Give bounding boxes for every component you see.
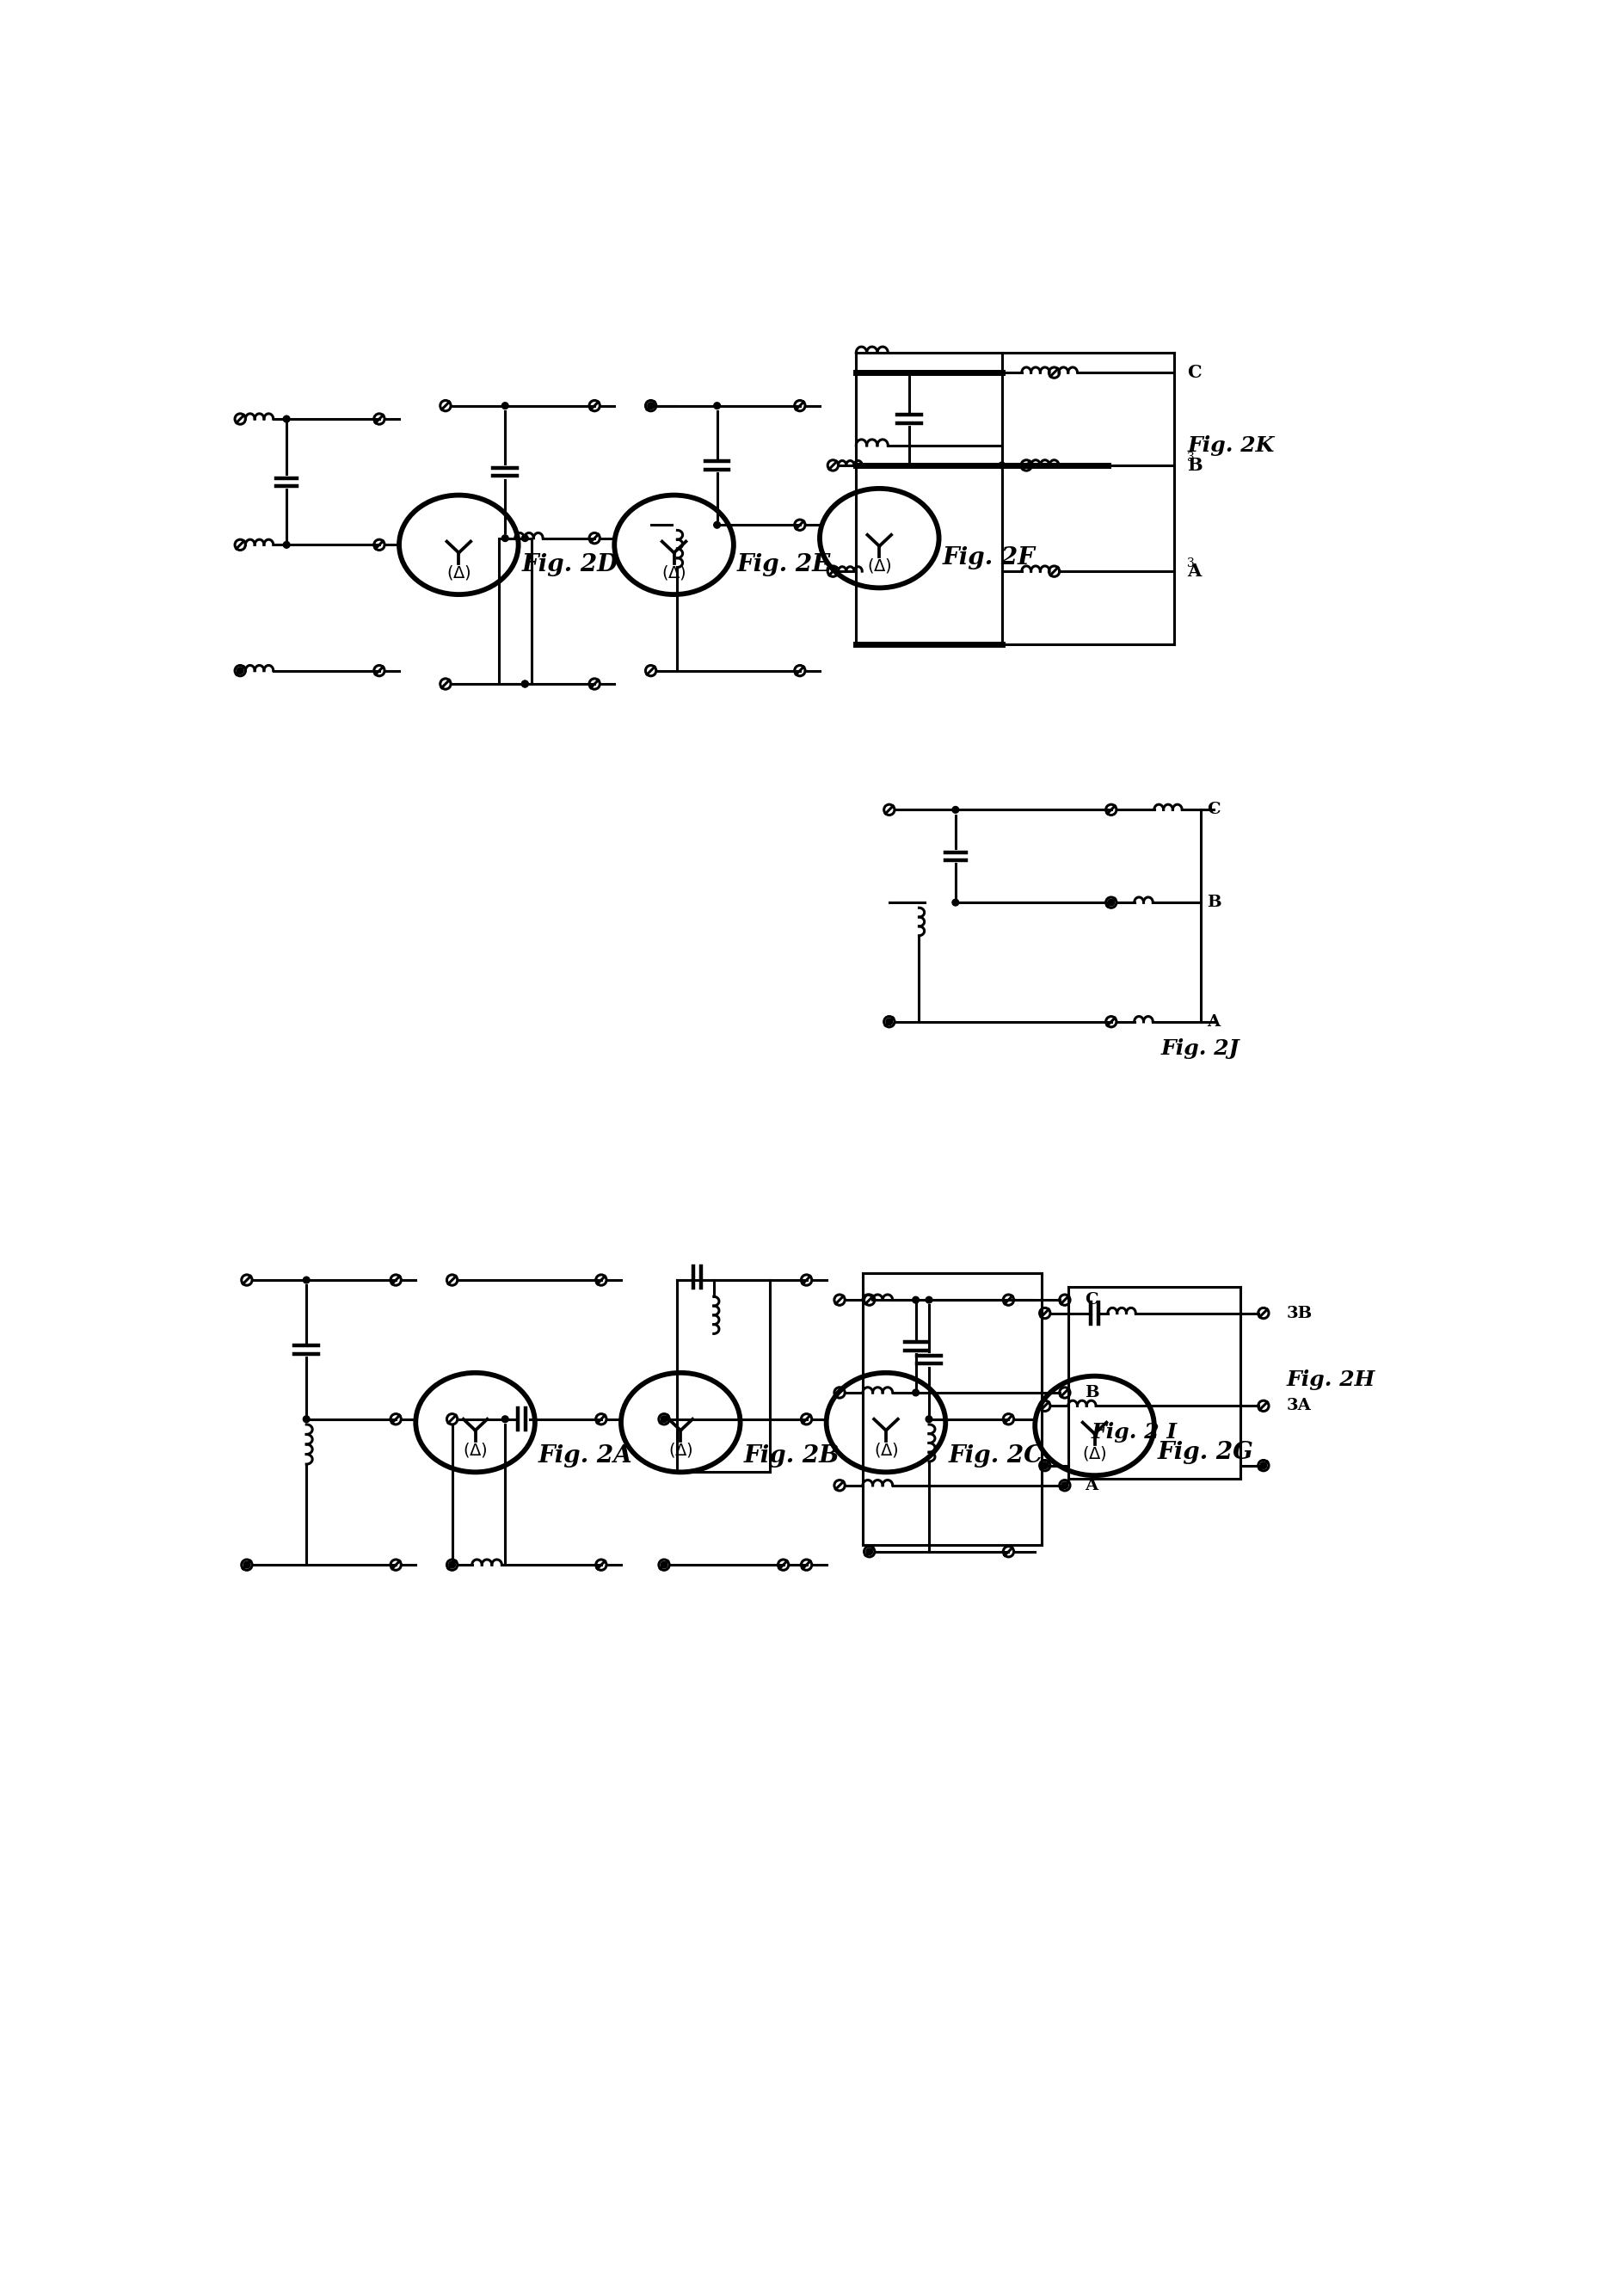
- Text: Fig. 2 I: Fig. 2 I: [1091, 1423, 1177, 1444]
- Circle shape: [887, 1018, 893, 1025]
- Circle shape: [283, 542, 289, 549]
- Circle shape: [244, 1562, 250, 1569]
- Circle shape: [521, 681, 528, 688]
- Text: Fig. 2E: Fig. 2E: [737, 553, 831, 576]
- Text: 3: 3: [1187, 451, 1195, 465]
- Text: $(\Delta)$: $(\Delta)$: [867, 558, 892, 576]
- Text: A: A: [1085, 1478, 1098, 1494]
- Text: $(\Delta)$: $(\Delta)$: [661, 565, 687, 581]
- Text: Fig. 2J: Fig. 2J: [1161, 1038, 1239, 1059]
- Text: B: B: [1207, 895, 1221, 911]
- Circle shape: [999, 462, 1005, 469]
- Text: Fig. 2F: Fig. 2F: [942, 546, 1034, 569]
- Circle shape: [237, 667, 244, 674]
- Text: A: A: [1187, 562, 1202, 581]
- Circle shape: [283, 417, 289, 421]
- Circle shape: [304, 1277, 310, 1284]
- Circle shape: [304, 1416, 310, 1423]
- Text: $(\Delta)$: $(\Delta)$: [463, 1441, 487, 1460]
- Circle shape: [1041, 1462, 1047, 1469]
- Text: C: C: [1207, 802, 1221, 817]
- Text: Fig. 2K: Fig. 2K: [1187, 435, 1275, 455]
- Text: 3B: 3B: [1286, 1305, 1312, 1321]
- Circle shape: [952, 806, 958, 813]
- Circle shape: [1260, 1462, 1267, 1469]
- Circle shape: [648, 403, 654, 410]
- Circle shape: [913, 1389, 919, 1396]
- Circle shape: [502, 535, 508, 542]
- Text: $(\Delta)$: $(\Delta)$: [667, 1441, 693, 1460]
- Circle shape: [926, 1296, 932, 1302]
- Circle shape: [448, 1562, 455, 1569]
- Text: C: C: [1085, 1291, 1098, 1307]
- Text: 3: 3: [1187, 558, 1195, 569]
- Text: $(\Delta)$: $(\Delta)$: [1082, 1444, 1108, 1462]
- Circle shape: [521, 535, 528, 542]
- Text: Fig. 2G: Fig. 2G: [1158, 1441, 1254, 1464]
- Circle shape: [521, 681, 528, 688]
- Circle shape: [913, 1296, 919, 1302]
- Circle shape: [713, 403, 721, 410]
- Text: Fig. 2B: Fig. 2B: [744, 1444, 840, 1466]
- Circle shape: [661, 1562, 667, 1569]
- Text: A: A: [1207, 1013, 1220, 1029]
- Circle shape: [1108, 899, 1114, 906]
- Text: B: B: [1187, 458, 1202, 474]
- Circle shape: [502, 1416, 508, 1423]
- Circle shape: [1062, 1482, 1069, 1489]
- Text: C: C: [1187, 364, 1202, 380]
- Circle shape: [952, 899, 958, 906]
- Text: Fig. 2C: Fig. 2C: [948, 1444, 1044, 1466]
- Text: $(\Delta)$: $(\Delta)$: [874, 1441, 898, 1460]
- Circle shape: [661, 1416, 667, 1423]
- Circle shape: [502, 403, 508, 410]
- Circle shape: [713, 521, 721, 528]
- Text: 3A: 3A: [1286, 1398, 1312, 1414]
- Text: Fig. 2H: Fig. 2H: [1286, 1368, 1376, 1389]
- Circle shape: [866, 1548, 872, 1555]
- Text: Fig. 2A: Fig. 2A: [538, 1444, 632, 1466]
- Circle shape: [926, 1416, 932, 1423]
- Text: $(\Delta)$: $(\Delta)$: [447, 565, 471, 581]
- Text: B: B: [1085, 1384, 1099, 1400]
- Text: Fig. 2D: Fig. 2D: [521, 553, 619, 576]
